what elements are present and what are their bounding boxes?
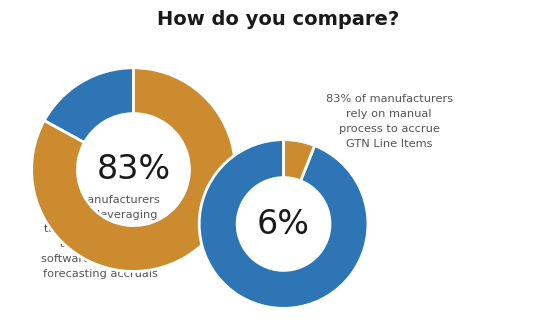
Text: 6%: 6% (257, 207, 310, 241)
Wedge shape (284, 140, 315, 181)
Text: 83% of manufacturers
rely on manual
process to accrue
GTN Line Items: 83% of manufacturers rely on manual proc… (326, 94, 453, 149)
Wedge shape (32, 68, 235, 271)
Text: How do you compare?: How do you compare? (157, 10, 399, 28)
Wedge shape (44, 68, 133, 143)
Wedge shape (199, 140, 368, 308)
Text: 6% of manufacturers
are fully  leveraging
the efficiencies and
accuracy  of a
so: 6% of manufacturers are fully leveraging… (40, 195, 160, 279)
Text: 83%: 83% (96, 153, 171, 186)
